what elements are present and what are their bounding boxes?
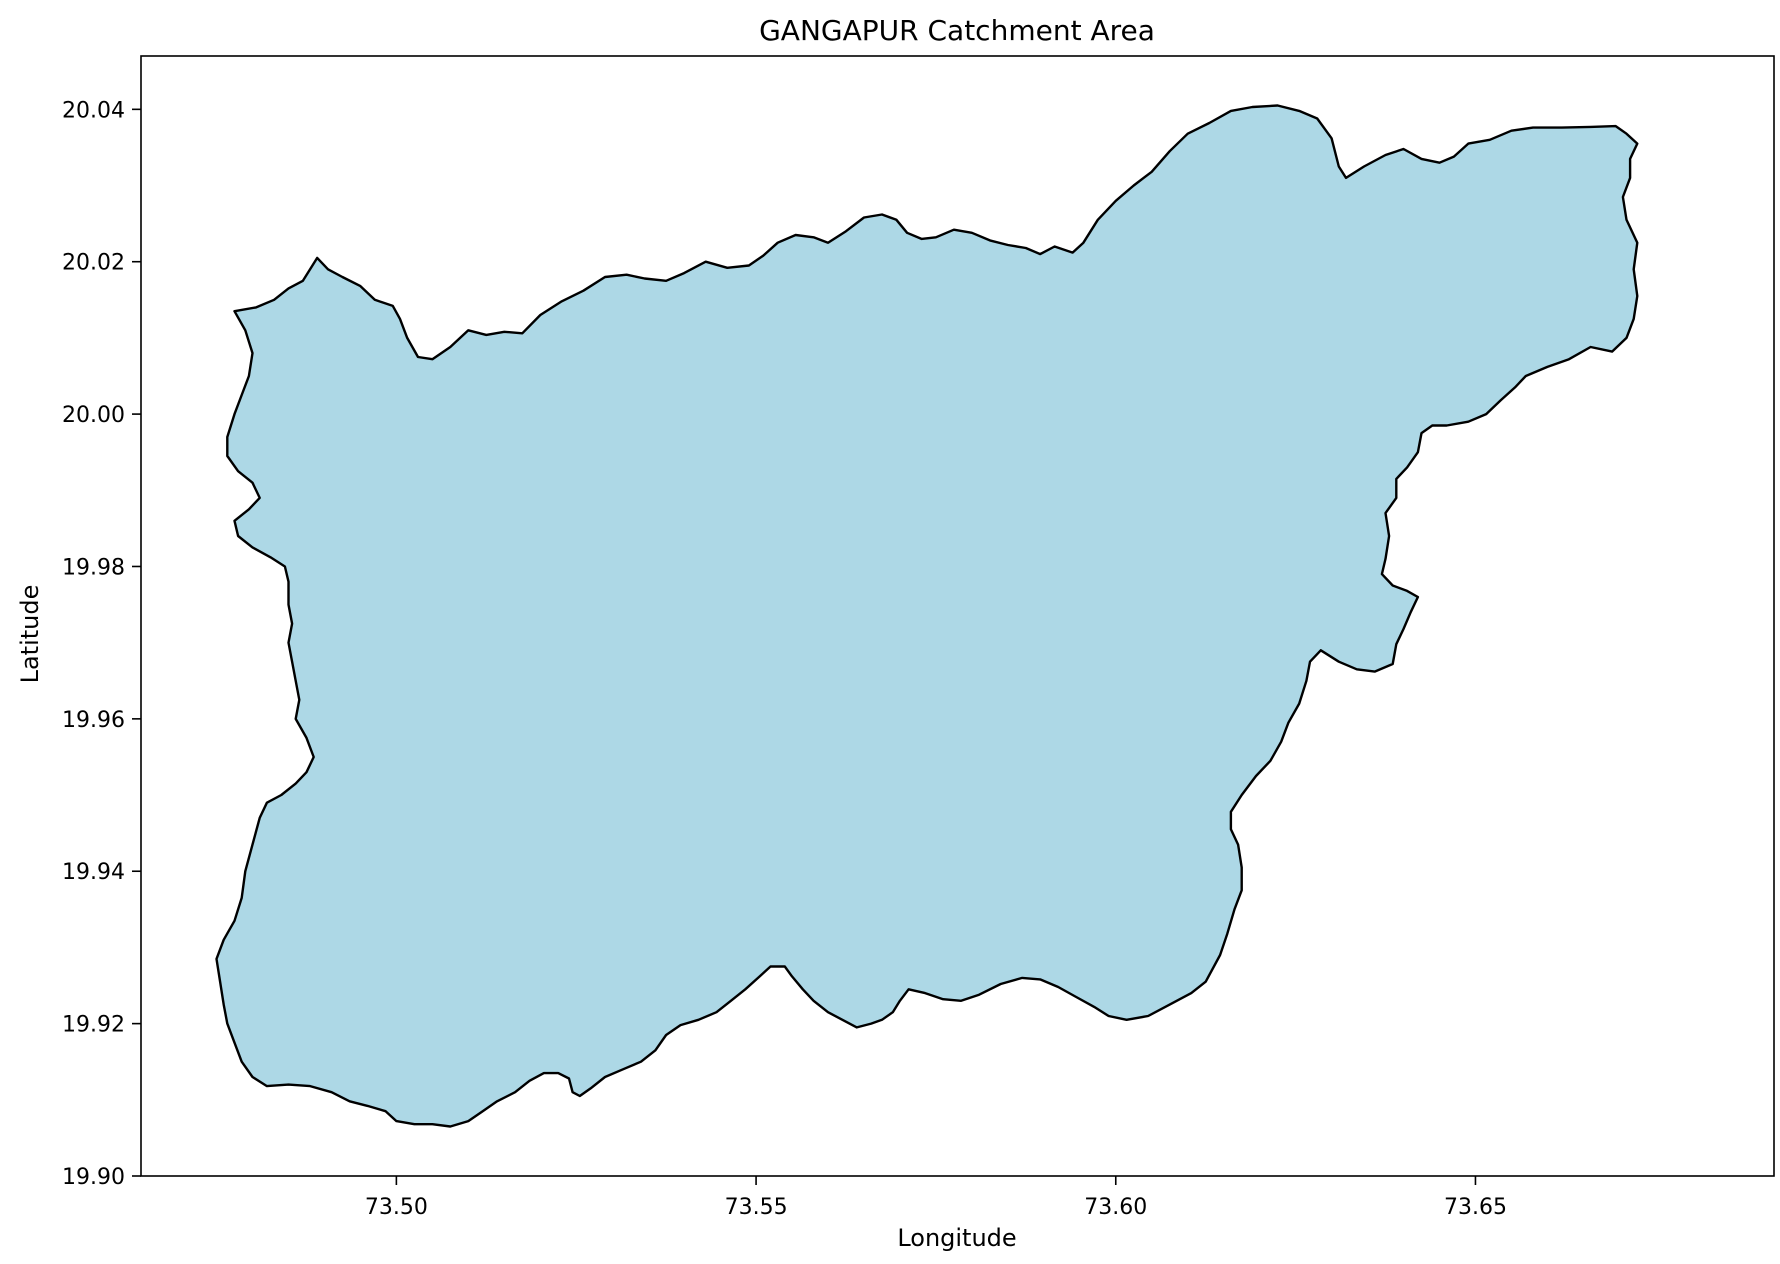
- y-tick-label: 20.02: [62, 251, 125, 276]
- y-tick-label: 19.96: [62, 708, 125, 733]
- y-tick-label: 19.98: [62, 555, 125, 580]
- y-tick-label: 19.94: [62, 860, 125, 885]
- y-tick-label: 19.90: [62, 1165, 125, 1190]
- plot-frame: [140, 55, 1775, 1177]
- x-tick-label: 73.65: [1444, 1195, 1507, 1220]
- y-axis: 19.90 19.92 19.94 19.96 19.98 20.00 20.02 20.04: [62, 98, 141, 1190]
- catchment-region: [215, 104, 1639, 1128]
- x-tick-label: 73.50: [365, 1195, 428, 1220]
- chart-title: GANGAPUR Catchment Area: [759, 14, 1155, 47]
- x-tick-label: 73.60: [1084, 1195, 1147, 1220]
- y-tick-label: 20.04: [62, 98, 125, 123]
- plot-area: [140, 55, 1775, 1177]
- x-tick-label: 73.55: [725, 1195, 788, 1220]
- y-axis-label: Latitude: [16, 585, 44, 684]
- y-tick-label: 19.92: [62, 1013, 125, 1038]
- x-axis-label: Longitude: [897, 1224, 1016, 1252]
- x-axis: 73.50 73.55 73.60 73.65: [365, 1176, 1507, 1220]
- y-tick-label: 20.00: [62, 403, 125, 428]
